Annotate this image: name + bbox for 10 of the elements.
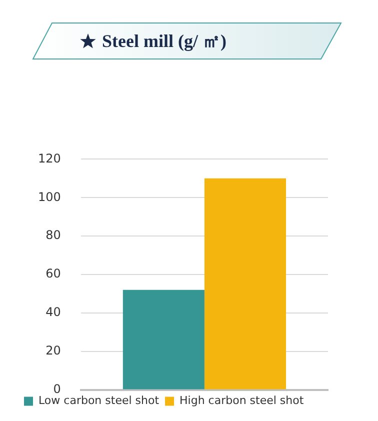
legend-label: Low carbon steel shot — [38, 394, 160, 408]
legend-label: High carbon steel shot — [180, 394, 304, 408]
y-tick-label: 80 — [46, 228, 61, 242]
y-tick-label: 20 — [46, 343, 61, 358]
y-tick-label: 40 — [46, 305, 61, 320]
y-tick-label: 60 — [46, 266, 61, 281]
chart-title: Steel mill (g/ ㎡) — [102, 30, 226, 53]
y-tick-label: 0 — [53, 382, 61, 396]
y-tick-label: 100 — [38, 190, 61, 204]
y-tick-label: 120 — [38, 151, 61, 166]
